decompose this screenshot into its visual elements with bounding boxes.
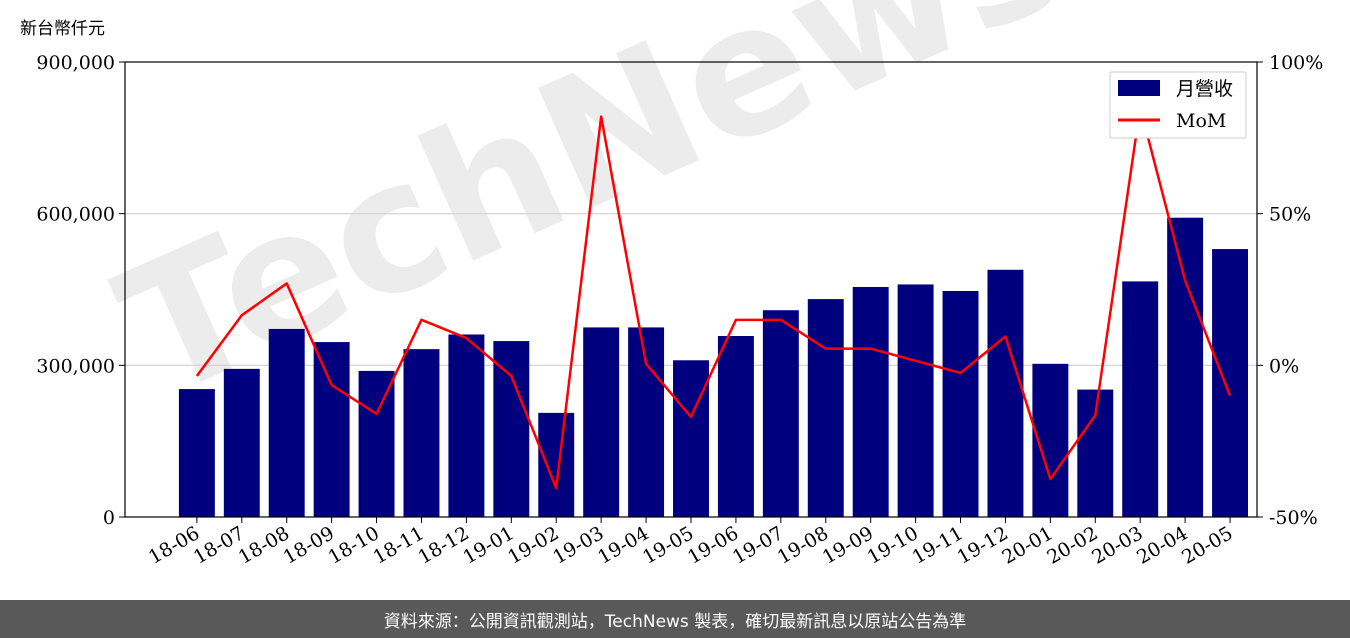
legend-bar-swatch — [1118, 80, 1160, 96]
x-tick-label: 18-11 — [370, 522, 428, 568]
bar — [1122, 281, 1159, 517]
bar — [403, 349, 440, 517]
bar — [493, 341, 530, 517]
right-tick-label: 50% — [1269, 204, 1311, 226]
x-tick-label: 19-01 — [459, 522, 517, 568]
source-footer: 資料來源：公開資訊觀測站，TechNews 製表，確切最新訊息以原站公告為準 — [0, 600, 1350, 638]
y-axis-unit-label: 新台幣仟元 — [20, 19, 105, 39]
x-tick-label: 19-12 — [954, 522, 1012, 568]
mom-line — [195, 106, 1232, 490]
bar — [448, 334, 485, 517]
x-tick-label: 18-06 — [145, 522, 203, 568]
bar — [628, 327, 665, 517]
bar — [807, 299, 844, 517]
bar — [942, 291, 979, 517]
x-tick-label: 19-02 — [504, 522, 562, 568]
bar — [358, 370, 395, 517]
left-tick-label: 0 — [103, 507, 115, 529]
x-tick-label: 18-07 — [190, 522, 248, 568]
x-tick-label: 19-05 — [639, 522, 697, 568]
left-tick-label: 600,000 — [36, 204, 115, 226]
bar — [1212, 249, 1249, 518]
x-tick-label: 18-08 — [235, 522, 293, 568]
x-tick-label: 20-04 — [1133, 522, 1191, 568]
bar — [897, 284, 934, 517]
x-tick-label: 18-12 — [414, 522, 472, 568]
bar — [852, 286, 889, 517]
x-tick-label: 19-06 — [684, 522, 742, 568]
bar — [1167, 217, 1204, 517]
x-tick-label: 20-01 — [998, 522, 1056, 568]
x-tick-label: 19-08 — [774, 522, 832, 568]
x-tick-label: 19-04 — [594, 522, 652, 568]
bar — [673, 360, 709, 517]
x-tick-label: 18-09 — [280, 522, 338, 568]
x-tick-label: 19-09 — [819, 522, 877, 568]
bar — [223, 368, 260, 517]
x-tick-label: 20-05 — [1178, 522, 1236, 568]
legend: 月營收 MoM — [1109, 71, 1247, 139]
bar — [987, 269, 1024, 517]
x-tick-label: 19-11 — [909, 522, 967, 568]
x-tick-label: 19-07 — [729, 522, 787, 568]
revenue-chart: TechNews 0300,000600,000900,000-50%0%50%… — [36, 0, 1323, 569]
bar — [268, 328, 305, 517]
right-tick-label: -50% — [1269, 507, 1318, 529]
bar — [717, 336, 754, 517]
x-tick-label: 20-02 — [1043, 522, 1101, 568]
bar — [178, 389, 215, 517]
x-tick-label: 19-10 — [864, 522, 922, 568]
left-tick-label: 300,000 — [36, 355, 115, 377]
right-tick-label: 0% — [1269, 355, 1299, 377]
right-tick-label: 100% — [1269, 52, 1323, 74]
line-series — [195, 106, 1232, 490]
bar — [762, 310, 799, 517]
bar — [583, 327, 620, 517]
legend-bar-label: 月營收 — [1176, 78, 1233, 100]
x-tick-label: 19-03 — [549, 522, 607, 568]
x-tick-label: 20-03 — [1088, 522, 1146, 568]
x-tick-label: 18-10 — [325, 522, 383, 568]
left-tick-label: 900,000 — [36, 52, 115, 74]
bar — [538, 412, 575, 517]
legend-line-label: MoM — [1176, 110, 1226, 132]
bar — [313, 342, 350, 517]
